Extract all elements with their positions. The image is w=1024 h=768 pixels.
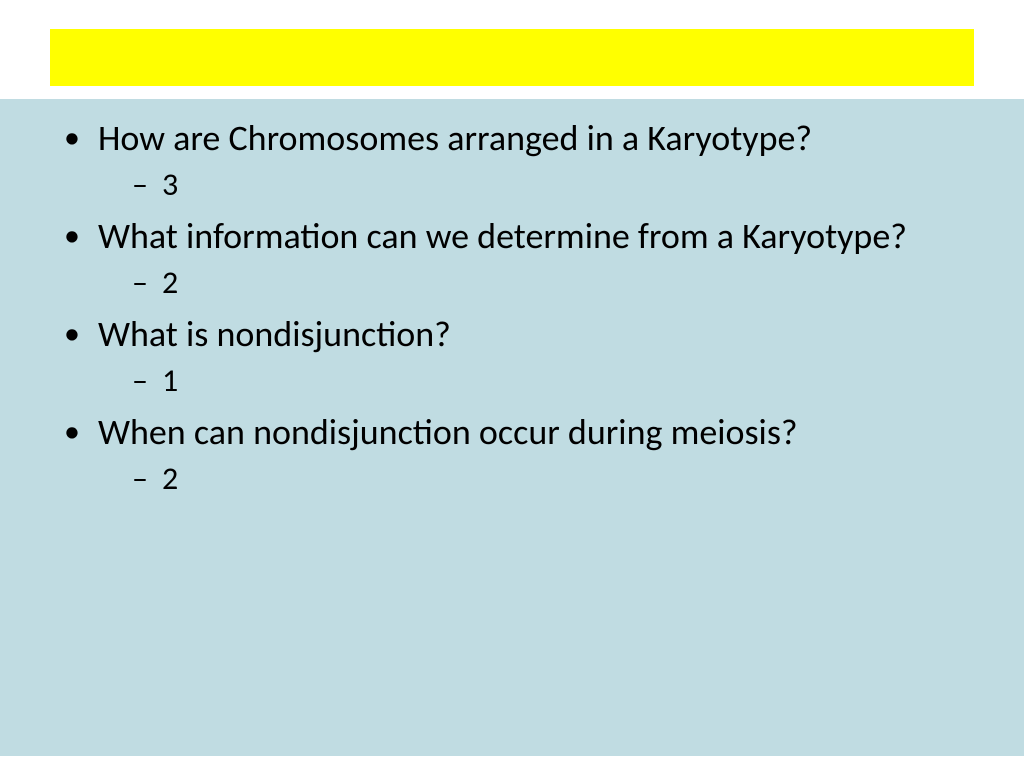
list-item: • What is nondisjunction? (50, 311, 974, 357)
bullet-icon: • (64, 213, 80, 259)
sub-list-item: – 2 (132, 457, 974, 501)
question-text: How are Chromosomes arranged in a Karyot… (98, 115, 812, 161)
list-item: • How are Chromosomes arranged in a Kary… (50, 115, 974, 161)
question-text: What information can we determine from a… (98, 213, 907, 259)
content-area: • How are Chromosomes arranged in a Kary… (0, 99, 1024, 756)
list-item: • When can nondisjunction occur during m… (50, 409, 974, 455)
answer-text: 1 (162, 359, 178, 403)
answer-text: 3 (162, 163, 178, 207)
question-text: What is nondisjunction? (98, 311, 451, 357)
bullet-icon: • (64, 115, 80, 161)
dash-icon: – (132, 163, 148, 207)
dash-icon: – (132, 261, 148, 305)
sub-list-item: – 1 (132, 359, 974, 403)
sub-list-item: – 3 (132, 163, 974, 207)
bullet-icon: • (64, 311, 80, 357)
dash-icon: – (132, 457, 148, 501)
list-item: • What information can we determine from… (50, 213, 974, 259)
question-text: When can nondisjunction occur during mei… (98, 409, 798, 455)
answer-text: 2 (162, 457, 178, 501)
answer-text: 2 (162, 261, 178, 305)
bullet-icon: • (64, 409, 80, 455)
dash-icon: – (132, 359, 148, 403)
header-bar (50, 29, 974, 86)
sub-list-item: – 2 (132, 261, 974, 305)
